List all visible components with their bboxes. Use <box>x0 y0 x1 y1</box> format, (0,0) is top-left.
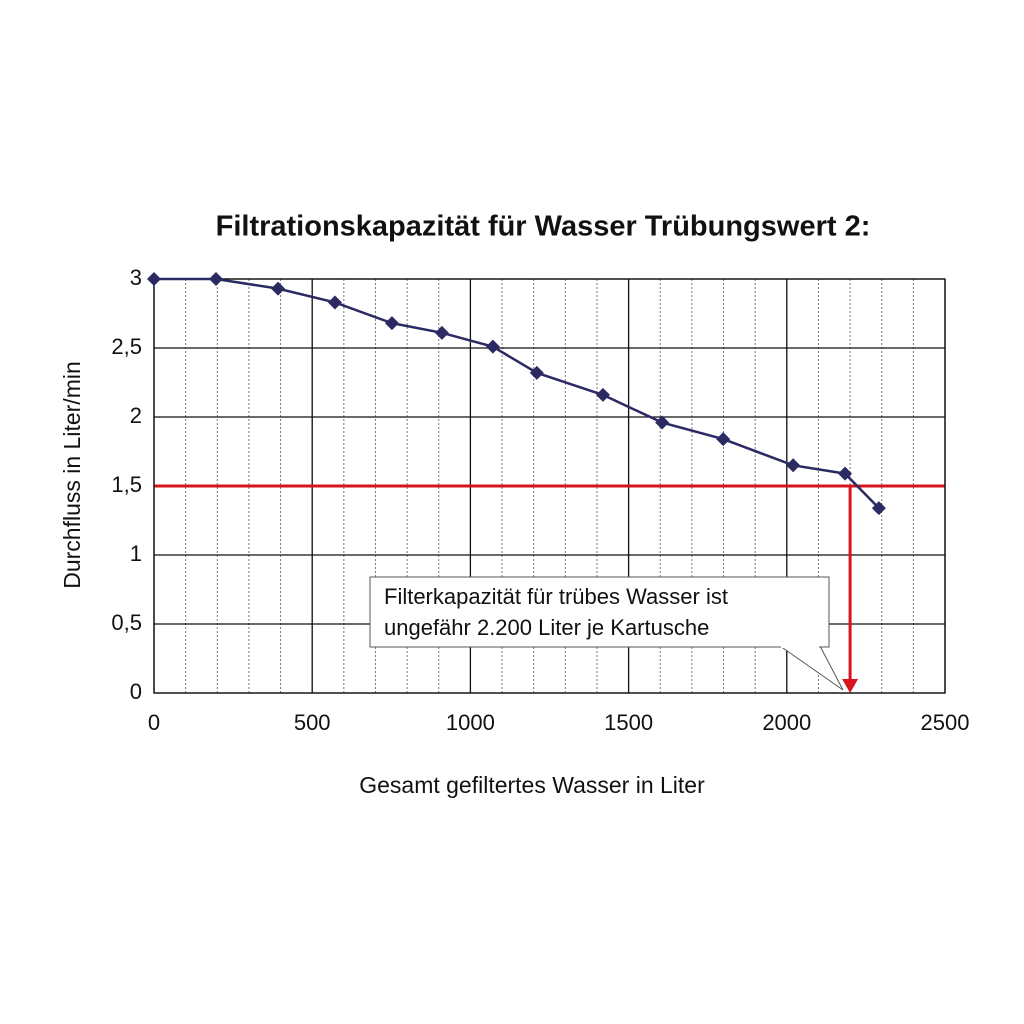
data-point <box>384 316 399 331</box>
annotation-text: Filterkapazität für trübes Wasser ist <box>384 584 728 609</box>
plot-frame <box>153 278 946 694</box>
annotation-text: ungefähr 2.200 Liter je Kartusche <box>384 615 709 640</box>
y-axis-label: Durchfluss in Liter/min <box>59 361 85 589</box>
y-tick-label: 3 <box>130 265 142 290</box>
data-point <box>838 466 853 481</box>
x-tick-label: 1500 <box>604 710 653 735</box>
x-tick-label: 2000 <box>762 710 811 735</box>
threshold-arrowhead <box>842 679 859 693</box>
data-point <box>147 272 161 286</box>
data-point <box>485 339 500 354</box>
data-point <box>655 415 670 430</box>
data-point <box>327 295 342 310</box>
annotation: Filterkapazität für trübes Wasser ist ung… <box>369 576 844 691</box>
data-point <box>716 432 731 447</box>
y-tick-label: 1 <box>130 541 142 566</box>
data-point <box>786 458 801 473</box>
data-point <box>434 325 449 340</box>
y-tick-label: 2 <box>130 403 142 428</box>
y-tick-label: 2,5 <box>111 334 142 359</box>
data-point <box>529 365 544 380</box>
y-tick-label: 0 <box>130 679 142 704</box>
y-tick-label: 1,5 <box>111 472 142 497</box>
data-line <box>154 277 880 509</box>
annotation-box <box>369 576 830 648</box>
x-tick-label: 1000 <box>446 710 495 735</box>
data-point <box>595 387 610 402</box>
x-axis-label: Gesamt gefiltertes Wasser in Liter <box>359 772 705 798</box>
x-tick-label: 2500 <box>921 710 970 735</box>
data-point <box>209 272 224 286</box>
data-point <box>871 501 886 516</box>
x-tick-label: 500 <box>294 710 331 735</box>
data-point <box>271 281 286 296</box>
chart-title: Filtrationskapazität für Wasser Trübungs… <box>216 211 871 243</box>
y-tick-label: 0,5 <box>111 610 142 635</box>
x-tick-label: 0 <box>148 710 160 735</box>
